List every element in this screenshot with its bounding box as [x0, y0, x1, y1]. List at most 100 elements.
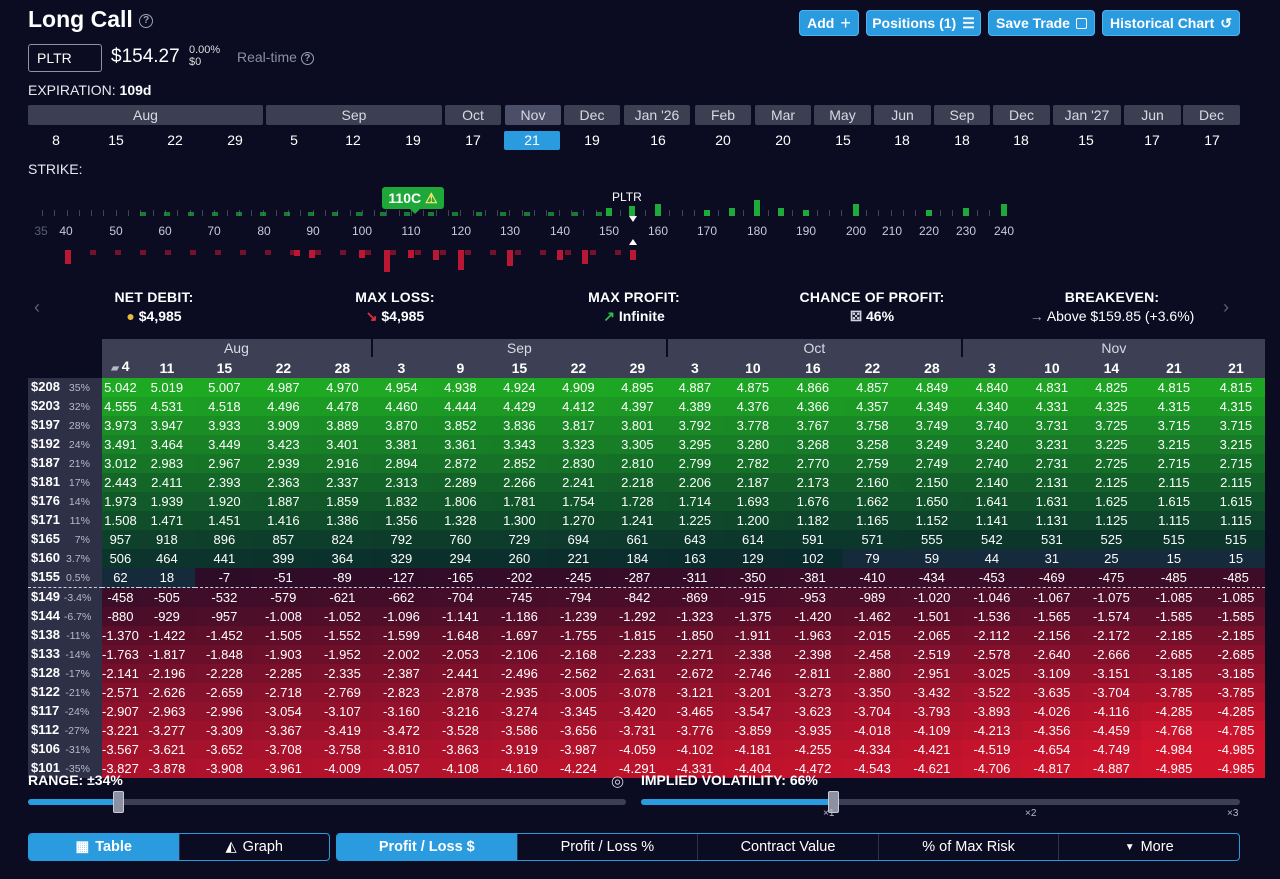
pl-cell[interactable]: 2.916	[312, 454, 372, 474]
pl-cell[interactable]: 15	[1140, 549, 1207, 569]
pl-cell[interactable]: -1.186	[489, 607, 549, 627]
pl-cell[interactable]: -915	[722, 587, 783, 608]
pl-cell[interactable]: 3.801	[607, 416, 667, 436]
pl-cell[interactable]: -4.059	[607, 740, 667, 760]
pl-cell[interactable]: -2.002	[371, 645, 431, 665]
pl-cell[interactable]: -3.277	[138, 721, 195, 741]
pl-cell[interactable]: -4.291	[607, 759, 667, 779]
pl-cell[interactable]: -1.697	[489, 626, 549, 646]
pl-cell[interactable]: -989	[842, 587, 902, 608]
pl-cell[interactable]: 3.361	[430, 435, 490, 455]
pl-cell[interactable]: -3.827	[102, 759, 139, 779]
pl-cell[interactable]: 3.280	[722, 435, 783, 455]
table-day-header[interactable]: 15	[489, 357, 549, 379]
pl-cell[interactable]: 1.200	[722, 511, 783, 531]
expiration-day[interactable]: 29	[227, 132, 243, 148]
pl-cell[interactable]: 3.231	[1021, 435, 1082, 455]
pl-cell[interactable]: 525	[1081, 530, 1141, 550]
pl-cell[interactable]: -202	[489, 568, 549, 588]
pl-cell[interactable]: 4.909	[548, 378, 608, 398]
strike-label-80[interactable]: 80	[257, 224, 271, 238]
pl-cell[interactable]: 4.531	[138, 397, 195, 417]
pl-cell[interactable]: -1.850	[666, 626, 723, 646]
pl-cell[interactable]: -662	[371, 587, 431, 608]
pl-cell[interactable]: 2.131	[1021, 473, 1082, 493]
expiration-month[interactable]: Dec	[1183, 105, 1240, 125]
historical-chart-button[interactable]: Historical Chart ↺	[1102, 10, 1240, 36]
pl-cell[interactable]: 3.215	[1206, 435, 1265, 455]
pl-cell[interactable]: 1.832	[371, 492, 431, 512]
expiration-month[interactable]: Mar	[755, 105, 811, 125]
pl-cell[interactable]: -4.817	[1021, 759, 1082, 779]
pl-cell[interactable]: 1.451	[194, 511, 254, 531]
strike-label-70[interactable]: 70	[207, 224, 221, 238]
pl-cell[interactable]: 1.920	[194, 492, 254, 512]
pl-cell[interactable]: 3.268	[782, 435, 843, 455]
pl-cell[interactable]: -4.109	[901, 721, 962, 741]
pl-cell[interactable]: -2.065	[901, 626, 962, 646]
expiration-month[interactable]: Oct	[445, 105, 501, 125]
pl-cell[interactable]: -3.420	[607, 702, 667, 722]
pl-cell[interactable]: -2.769	[312, 683, 372, 703]
pl-cell[interactable]: 441	[194, 549, 254, 569]
pl-cell[interactable]: -2.387	[371, 664, 431, 684]
pl-cell[interactable]: -4.213	[961, 721, 1022, 741]
pl-cell[interactable]: 1.631	[1021, 492, 1082, 512]
pl-cell[interactable]: -1.501	[901, 607, 962, 627]
pl-cell[interactable]: -2.156	[1021, 626, 1082, 646]
pl-cell[interactable]: -745	[489, 587, 549, 608]
pl-cell[interactable]: -3.472	[371, 721, 431, 741]
pl-cell[interactable]: 1.714	[666, 492, 723, 512]
pl-cell[interactable]: 3.715	[1140, 416, 1207, 436]
pl-cell[interactable]: -2.168	[548, 645, 608, 665]
pl-cell[interactable]: 2.830	[548, 454, 608, 474]
pl-cell[interactable]: 1.225	[666, 511, 723, 531]
iv-slider-track[interactable]	[641, 799, 1240, 805]
pl-cell[interactable]: 2.115	[1206, 473, 1265, 493]
pl-cell[interactable]: 2.115	[1140, 473, 1207, 493]
pl-cell[interactable]: -1.096	[371, 607, 431, 627]
pl-cell[interactable]: -485	[1206, 568, 1265, 588]
pl-cell[interactable]: 2.799	[666, 454, 723, 474]
pl-cell[interactable]: 4.315	[1140, 397, 1207, 417]
pl-cell[interactable]: -532	[194, 587, 254, 608]
pl-cell[interactable]: -1.763	[102, 645, 139, 665]
pl-cell[interactable]: -1.067	[1021, 587, 1082, 608]
pl-cell[interactable]: -287	[607, 568, 667, 588]
pl-cell[interactable]: 5.019	[138, 378, 195, 398]
strike-label-120[interactable]: 120	[450, 224, 472, 238]
expiration-month[interactable]: Dec	[564, 105, 620, 125]
pl-cell[interactable]: 15	[1206, 549, 1265, 569]
pl-cell[interactable]: 4.831	[1021, 378, 1082, 398]
expiration-month[interactable]: Sep	[266, 105, 442, 125]
strike-label-130[interactable]: 130	[499, 224, 521, 238]
pl-cell[interactable]: -2.172	[1081, 626, 1141, 646]
pl-cell[interactable]: -4.102	[666, 740, 723, 760]
pl-cell[interactable]: -3.151	[1081, 664, 1141, 684]
table-day-header[interactable]: 3	[961, 357, 1022, 379]
pl-cell[interactable]: 1.973	[102, 492, 139, 512]
expiration-day[interactable]: 16	[650, 132, 666, 148]
pl-cell[interactable]: -3.776	[666, 721, 723, 741]
pl-cell[interactable]: -1.552	[312, 626, 372, 646]
pl-cell[interactable]: -3.185	[1206, 664, 1265, 684]
pl-cell[interactable]: 4.954	[371, 378, 431, 398]
expiration-day[interactable]: 12	[345, 132, 361, 148]
pl-cell[interactable]: 2.150	[901, 473, 962, 493]
pl-cell[interactable]: 3.381	[371, 435, 431, 455]
pl-cell[interactable]: 591	[782, 530, 843, 550]
pl-cell[interactable]: 1.182	[782, 511, 843, 531]
strike-label-180[interactable]: 180	[746, 224, 768, 238]
pl-cell[interactable]: -2.963	[138, 702, 195, 722]
pl-cell[interactable]: -4.519	[961, 740, 1022, 760]
pl-cell[interactable]: 2.393	[194, 473, 254, 493]
pl-cell[interactable]: 3.767	[782, 416, 843, 436]
pl-cell[interactable]: -4.255	[782, 740, 843, 760]
expiration-month[interactable]: Feb	[695, 105, 751, 125]
pl-cell[interactable]: -3.432	[901, 683, 962, 703]
pl-cell[interactable]: -3.054	[253, 702, 313, 722]
table-day-header[interactable]: 3	[371, 357, 431, 379]
pl-cell[interactable]: 4.429	[489, 397, 549, 417]
pl-cell[interactable]: 2.337	[312, 473, 372, 493]
pl-cell[interactable]: 643	[666, 530, 723, 550]
